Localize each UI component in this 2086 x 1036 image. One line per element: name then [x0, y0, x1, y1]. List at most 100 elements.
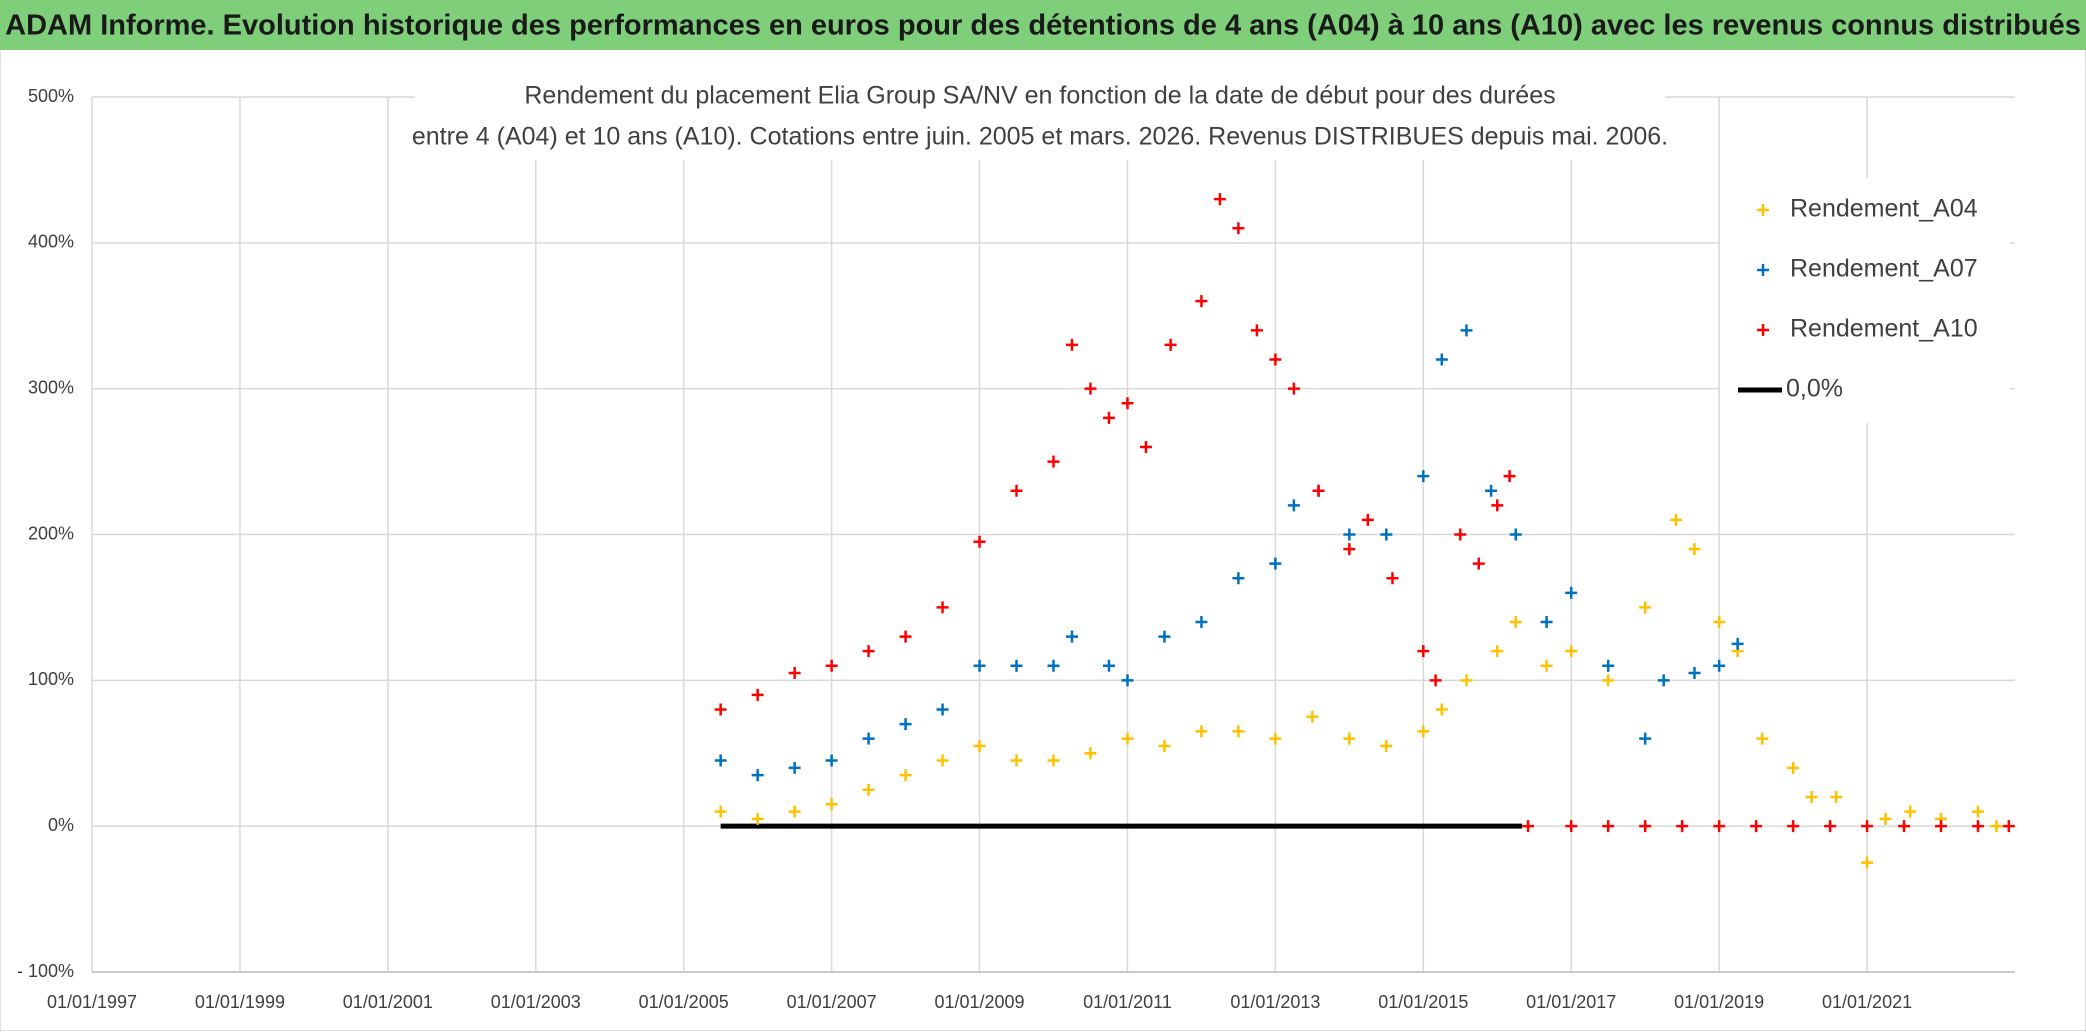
data-point: [899, 769, 912, 782]
data-point: [936, 601, 949, 614]
data-point: [1602, 820, 1615, 833]
data-point: [1713, 820, 1726, 833]
x-tick-label: 01/01/2007: [787, 992, 877, 1012]
data-point: [1121, 732, 1134, 745]
data-point: [1232, 572, 1245, 585]
legend-swatch: [1757, 204, 1769, 216]
data-point: [1213, 193, 1226, 206]
data-point: [1472, 557, 1485, 570]
data-point: [1935, 820, 1948, 833]
data-point: [1565, 586, 1578, 599]
x-tick-label: 01/01/2009: [934, 992, 1024, 1012]
y-tick-label: 300%: [28, 377, 74, 397]
data-point: [788, 761, 801, 774]
legend-label: Rendement_A07: [1790, 255, 1978, 283]
data-point: [1435, 703, 1448, 716]
data-point: [1688, 543, 1701, 556]
data-point: [1972, 820, 1985, 833]
data-point: [1824, 820, 1837, 833]
data-point: [1731, 637, 1744, 650]
data-point: [862, 732, 875, 745]
data-point: [1269, 353, 1282, 366]
data-point: [1639, 601, 1652, 614]
data-point: [1121, 397, 1134, 410]
x-tick-label: 01/01/2019: [1674, 992, 1764, 1012]
data-point: [1084, 382, 1097, 395]
data-point: [1047, 754, 1060, 767]
header-bar: [0, 0, 2086, 50]
x-tick-label: 01/01/2011: [1083, 992, 1172, 1012]
data-point: [1713, 616, 1726, 628]
data-point: [1158, 630, 1171, 643]
data-point: [751, 688, 764, 701]
data-point: [1787, 820, 1800, 833]
data-point: [1195, 295, 1208, 308]
data-point: [1491, 645, 1504, 658]
data-point: [1565, 645, 1578, 658]
data-point: [1417, 470, 1430, 483]
data-point: [1361, 513, 1374, 526]
x-tick-label: 01/01/2005: [639, 992, 729, 1012]
y-tick-label: 500%: [28, 86, 74, 106]
x-tick-label: 01/01/2013: [1230, 992, 1320, 1012]
header-title: ADAM Informe. Evolution historique des p…: [5, 10, 2081, 42]
y-tick-label: 0%: [48, 815, 74, 835]
data-point: [1380, 528, 1393, 541]
data-point: [936, 754, 949, 767]
y-tick-label: 200%: [28, 523, 74, 543]
y-tick-label: 400%: [28, 232, 74, 252]
data-point: [1010, 754, 1023, 767]
data-point: [1164, 338, 1177, 351]
data-point: [1343, 528, 1356, 541]
chart-title: Rendement du placement Elia Group SA/NV …: [524, 82, 1555, 110]
data-point: [1688, 667, 1701, 680]
data-point: [1861, 820, 1874, 833]
data-point: [1750, 820, 1763, 833]
data-point: [1386, 572, 1399, 585]
data-point: [1250, 324, 1263, 337]
data-point: [1565, 820, 1578, 833]
data-point: [825, 798, 838, 811]
x-tick-label: 01/01/1999: [195, 992, 285, 1012]
data-point: [788, 667, 801, 680]
data-point: [1287, 382, 1300, 395]
data-point: [1904, 805, 1917, 818]
data-point: [1195, 725, 1208, 738]
data-point: [1158, 739, 1171, 752]
data-point: [1861, 856, 1874, 869]
data-point: [1306, 710, 1319, 723]
data-point: [1429, 674, 1442, 687]
data-point: [1972, 805, 1985, 818]
data-point: [1102, 659, 1115, 672]
data-point: [1522, 820, 1535, 833]
data-point: [714, 754, 727, 767]
data-point: [714, 805, 727, 818]
x-tick-label: 01/01/2017: [1526, 992, 1616, 1012]
data-point: [1232, 222, 1245, 235]
data-point: [751, 812, 764, 825]
data-point: [973, 535, 986, 548]
legend-label: 0,0%: [1786, 375, 1843, 403]
data-point: [936, 703, 949, 716]
data-point: [1509, 616, 1522, 628]
data-point: [1343, 732, 1356, 745]
data-point: [1269, 732, 1282, 745]
data-point: [1343, 543, 1356, 556]
x-tick-label: 01/01/1997: [47, 992, 137, 1012]
legend-swatch: [1757, 264, 1769, 276]
data-point: [751, 769, 764, 782]
data-point: [899, 718, 912, 731]
data-point: [1540, 659, 1553, 672]
legend-label: Rendement_A04: [1790, 195, 1978, 223]
data-point: [825, 659, 838, 672]
data-point: [1639, 732, 1652, 745]
data-point: [1102, 411, 1115, 424]
data-point: [1639, 820, 1652, 833]
data-point: [1380, 739, 1393, 752]
title-background: [415, 75, 1665, 160]
x-tick-label: 01/01/2001: [343, 992, 433, 1012]
data-point: [1287, 499, 1300, 512]
